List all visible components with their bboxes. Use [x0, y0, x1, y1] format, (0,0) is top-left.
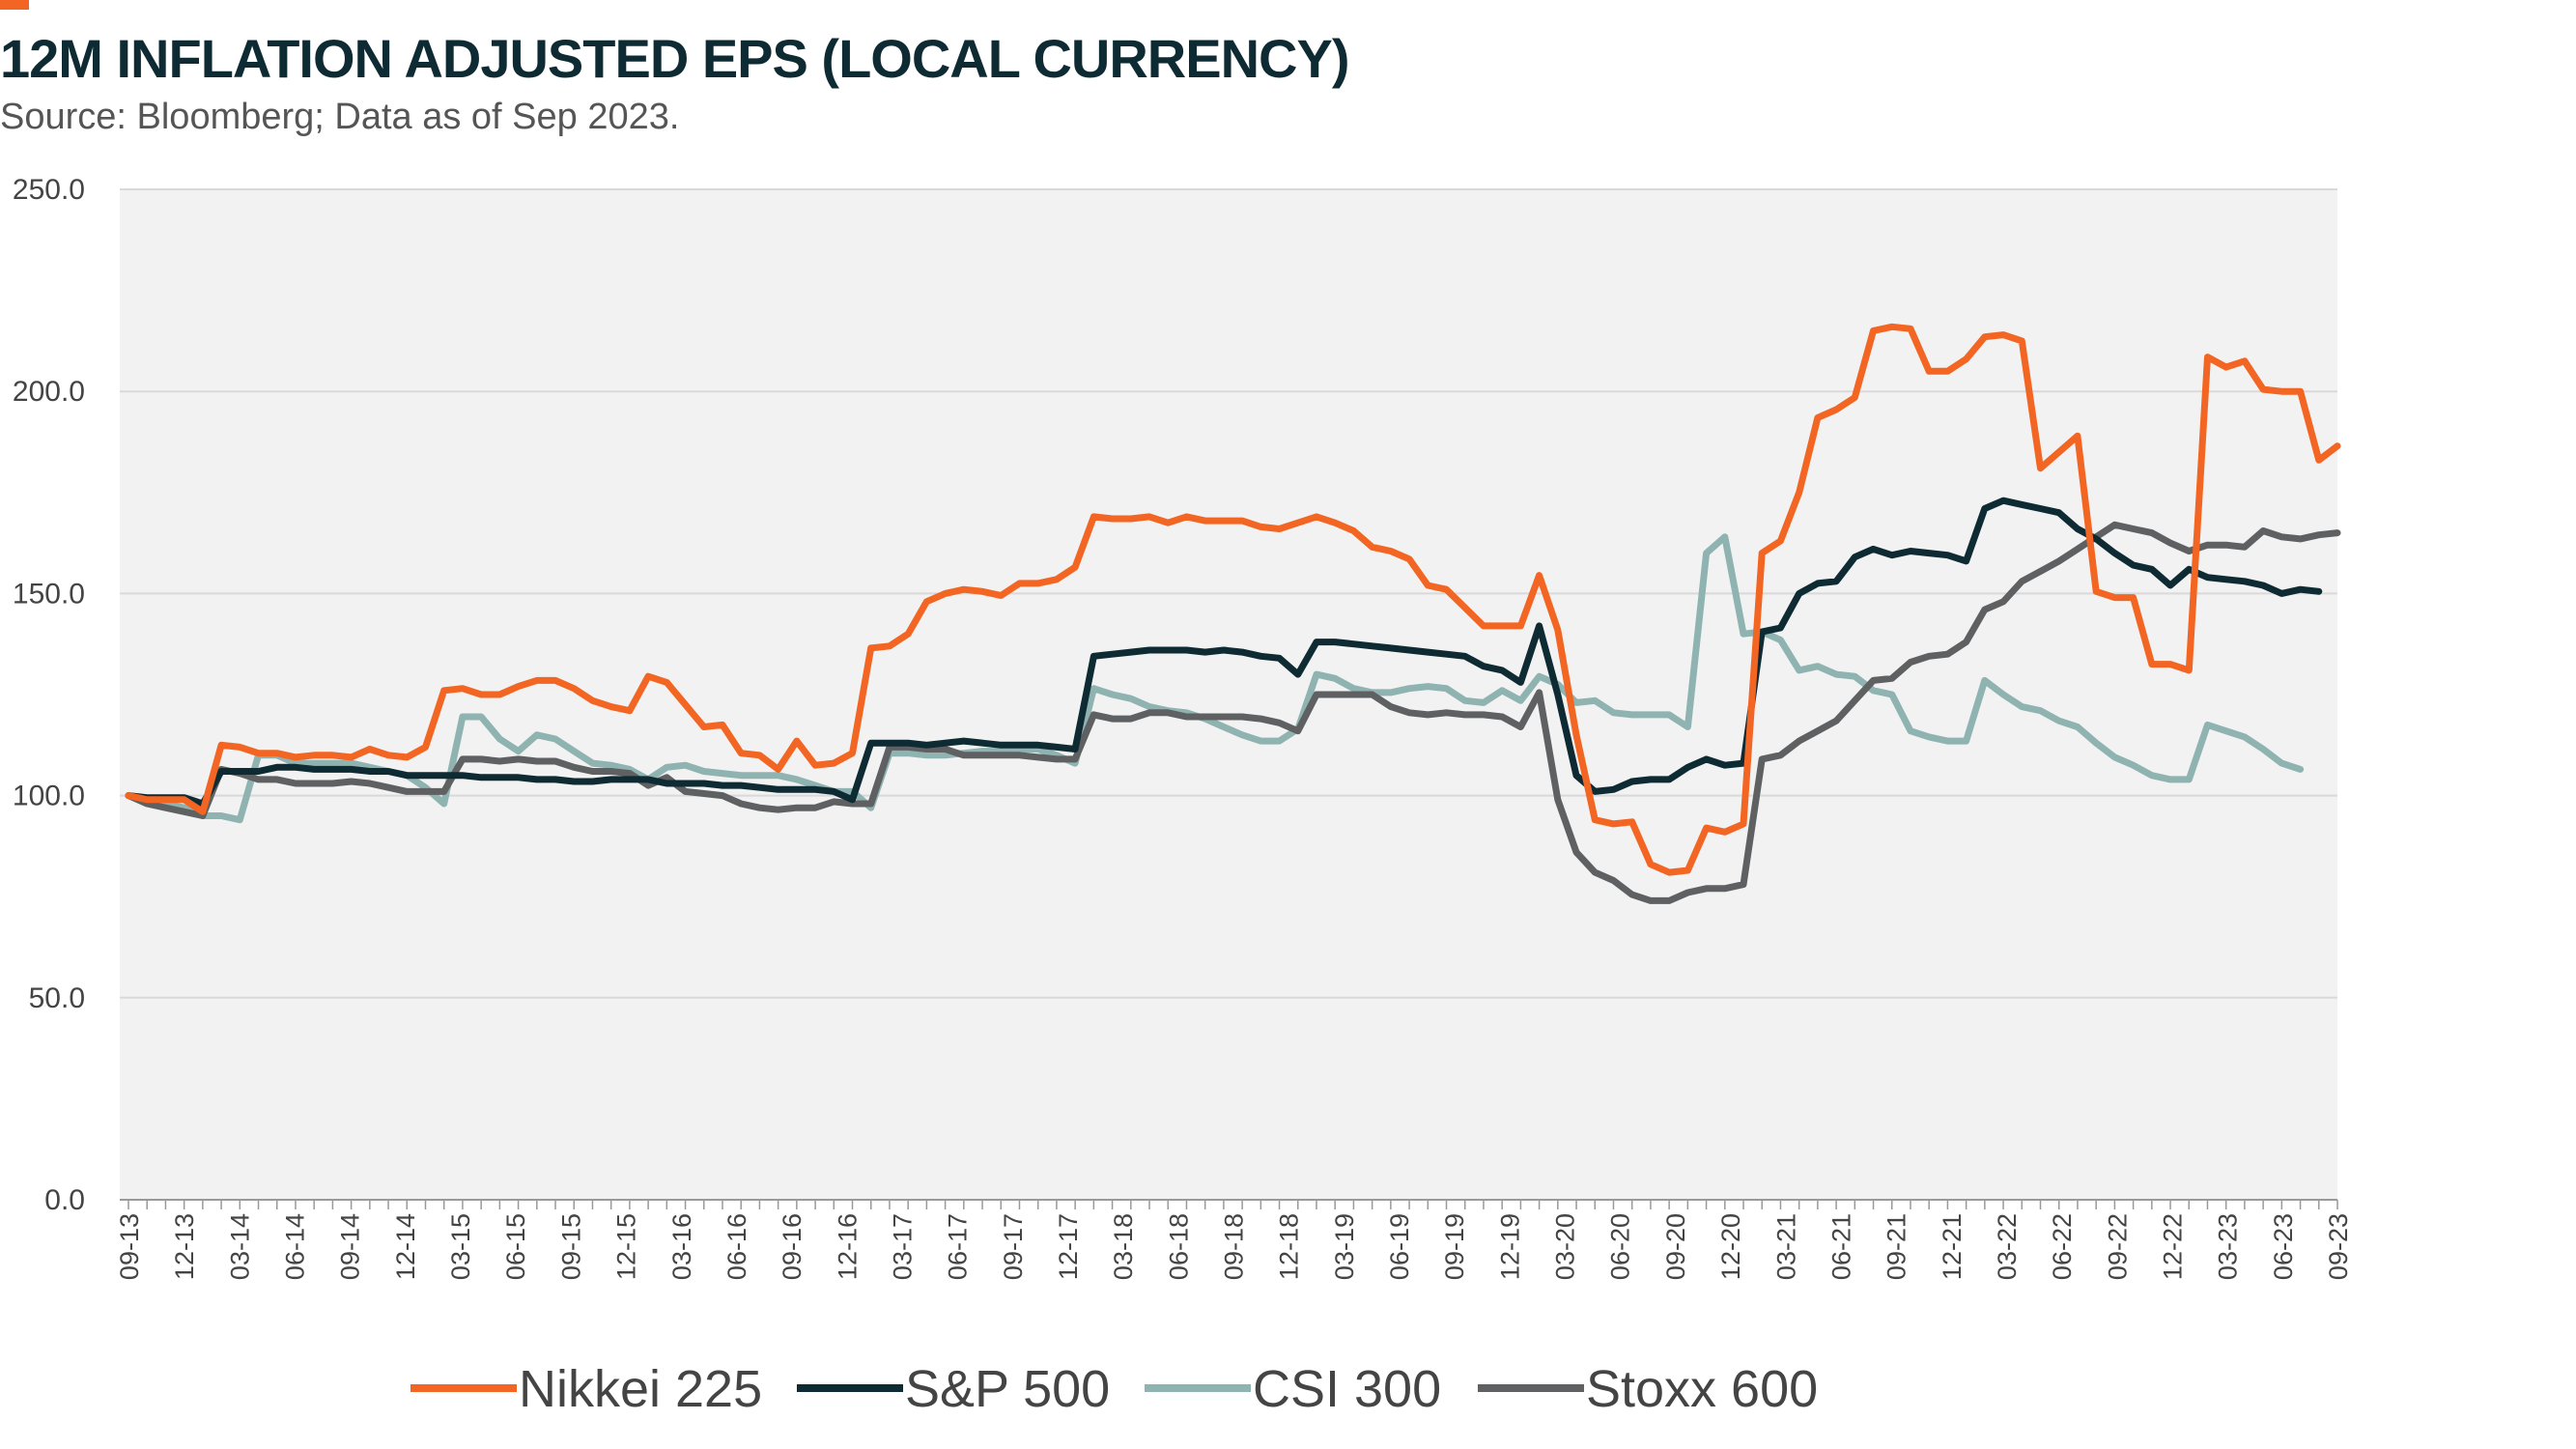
x-tick-label: 12-19 — [1495, 1213, 1524, 1280]
x-tick-label: 03-22 — [1993, 1213, 2022, 1280]
series-line-csi-300 — [125, 533, 2305, 824]
legend-label: S&P 500 — [905, 1360, 1110, 1418]
x-tick-label: 09-16 — [778, 1213, 807, 1280]
x-tick-label: 03-18 — [1109, 1213, 1138, 1280]
x-axis: 09-13 12-13 03-14 06-14 09-14 12-14 03-15 06-15… — [115, 1199, 2353, 1280]
x-tick-label: 06-21 — [1826, 1213, 1855, 1280]
legend-label: Nikkei 225 — [519, 1360, 762, 1418]
x-tick-label: 12-22 — [2158, 1213, 2187, 1280]
x-tick-label: 03-17 — [888, 1213, 917, 1280]
x-tick-label: 12-21 — [1938, 1213, 1967, 1280]
x-tick-label: 06-16 — [722, 1213, 751, 1280]
x-tick-label: 09-15 — [556, 1213, 585, 1280]
x-tick-label: 09-18 — [1220, 1213, 1249, 1280]
y-tick-label: 50.0 — [29, 982, 85, 1014]
x-tick-label: 06-19 — [1385, 1213, 1414, 1280]
x-tick-label: 06-15 — [501, 1213, 530, 1280]
x-tick-label: 12-17 — [1054, 1213, 1083, 1280]
y-tick-label: 0.0 — [44, 1184, 85, 1216]
legend-label: Stoxx 600 — [1586, 1360, 1818, 1418]
x-tick-label: 03-23 — [2214, 1213, 2243, 1280]
x-tick-label: 06-23 — [2269, 1213, 2298, 1280]
y-axis: 0.0 50.0 100.0 150.0 200.0 250.0 — [13, 174, 85, 1216]
x-tick-label: 06-18 — [1164, 1213, 1193, 1280]
y-tick-label: 100.0 — [13, 781, 85, 812]
series-line-nikkei-225 — [125, 323, 2341, 876]
x-tick-label: 06-17 — [944, 1213, 973, 1280]
x-tick-label: 03-14 — [225, 1213, 254, 1280]
x-tick-label: 06-20 — [1606, 1213, 1635, 1280]
x-tick-label: 03-16 — [667, 1213, 696, 1280]
legend-label: CSI 300 — [1253, 1360, 1441, 1418]
x-tick-label: 09-14 — [336, 1213, 365, 1280]
x-tick-label: 03-19 — [1330, 1213, 1359, 1280]
brand-accent-bar — [0, 0, 29, 10]
x-tick-label: 12-16 — [833, 1213, 862, 1280]
series-line-s-p-500 — [125, 497, 2323, 808]
legend-item: S&P 500 — [797, 1360, 1110, 1418]
x-tick-label: 12-14 — [391, 1213, 420, 1280]
legend-item: CSI 300 — [1145, 1360, 1441, 1418]
series-lines — [125, 323, 2341, 904]
x-tick-label: 09-23 — [2324, 1213, 2353, 1280]
gridlines — [120, 188, 2337, 999]
x-tick-label: 06-22 — [2048, 1213, 2077, 1280]
x-tick-label: 03-15 — [446, 1213, 475, 1280]
x-tick-label: 09-13 — [115, 1213, 144, 1280]
x-tick-label: 09-17 — [999, 1213, 1028, 1280]
x-tick-label: 09-21 — [1882, 1213, 1911, 1280]
x-tick-label: 12-18 — [1275, 1213, 1304, 1280]
y-tick-label: 200.0 — [13, 376, 85, 408]
y-tick-label: 250.0 — [13, 174, 85, 206]
x-tick-label: 09-20 — [1661, 1213, 1690, 1280]
x-tick-label: 06-14 — [281, 1213, 310, 1280]
legend-item: Nikkei 225 — [410, 1360, 762, 1418]
x-tick-label: 09-22 — [2103, 1213, 2132, 1280]
x-tick-label: 12-20 — [1716, 1213, 1745, 1280]
x-tick-label: 12-15 — [612, 1213, 641, 1280]
chart-title: 12M INFLATION ADJUSTED EPS (LOCAL CURREN… — [0, 28, 1349, 89]
x-tick-label: 03-20 — [1551, 1213, 1580, 1280]
series-line-stoxx-600 — [125, 521, 2341, 904]
chart-subtitle: Source: Bloomberg; Data as of Sep 2023. — [0, 97, 680, 137]
x-tick-label: 09-19 — [1440, 1213, 1469, 1280]
y-tick-label: 150.0 — [13, 578, 85, 610]
x-tick-label: 03-21 — [1771, 1213, 1800, 1280]
legend: Nikkei 225 S&P 500 CSI 300 Stoxx 600 — [410, 1360, 1818, 1418]
x-tick-label: 12-13 — [170, 1213, 199, 1280]
legend-item: Stoxx 600 — [1478, 1360, 1818, 1418]
